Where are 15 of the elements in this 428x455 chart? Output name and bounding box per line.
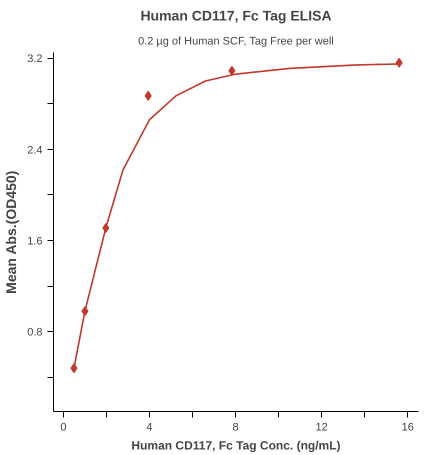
y-tick-label: 1.6 [27,236,43,248]
y-axis-title: Mean Abs.(OD450) [3,170,20,294]
chart-subtitle: 0.2 µg of Human SCF, Tag Free per well [138,36,334,48]
x-tick-label: 16 [402,422,414,434]
point [144,90,152,101]
x-tick-label: 12 [316,422,328,434]
x-tick-label: 8 [232,422,239,434]
x-tick-label: 4 [146,422,153,434]
point [228,66,236,76]
y-tick-label: 3.2 [27,53,43,66]
x-tick-label: 0 [60,422,66,434]
y-tick-label: 0.8 [27,326,43,339]
chart-title: Human CD117, Fc Tag ELISA [140,8,332,24]
x-axis-title: Human CD117, Fc Tag Conc. (ng/mL) [131,438,341,452]
y-tick-label: 2.4 [27,144,43,156]
